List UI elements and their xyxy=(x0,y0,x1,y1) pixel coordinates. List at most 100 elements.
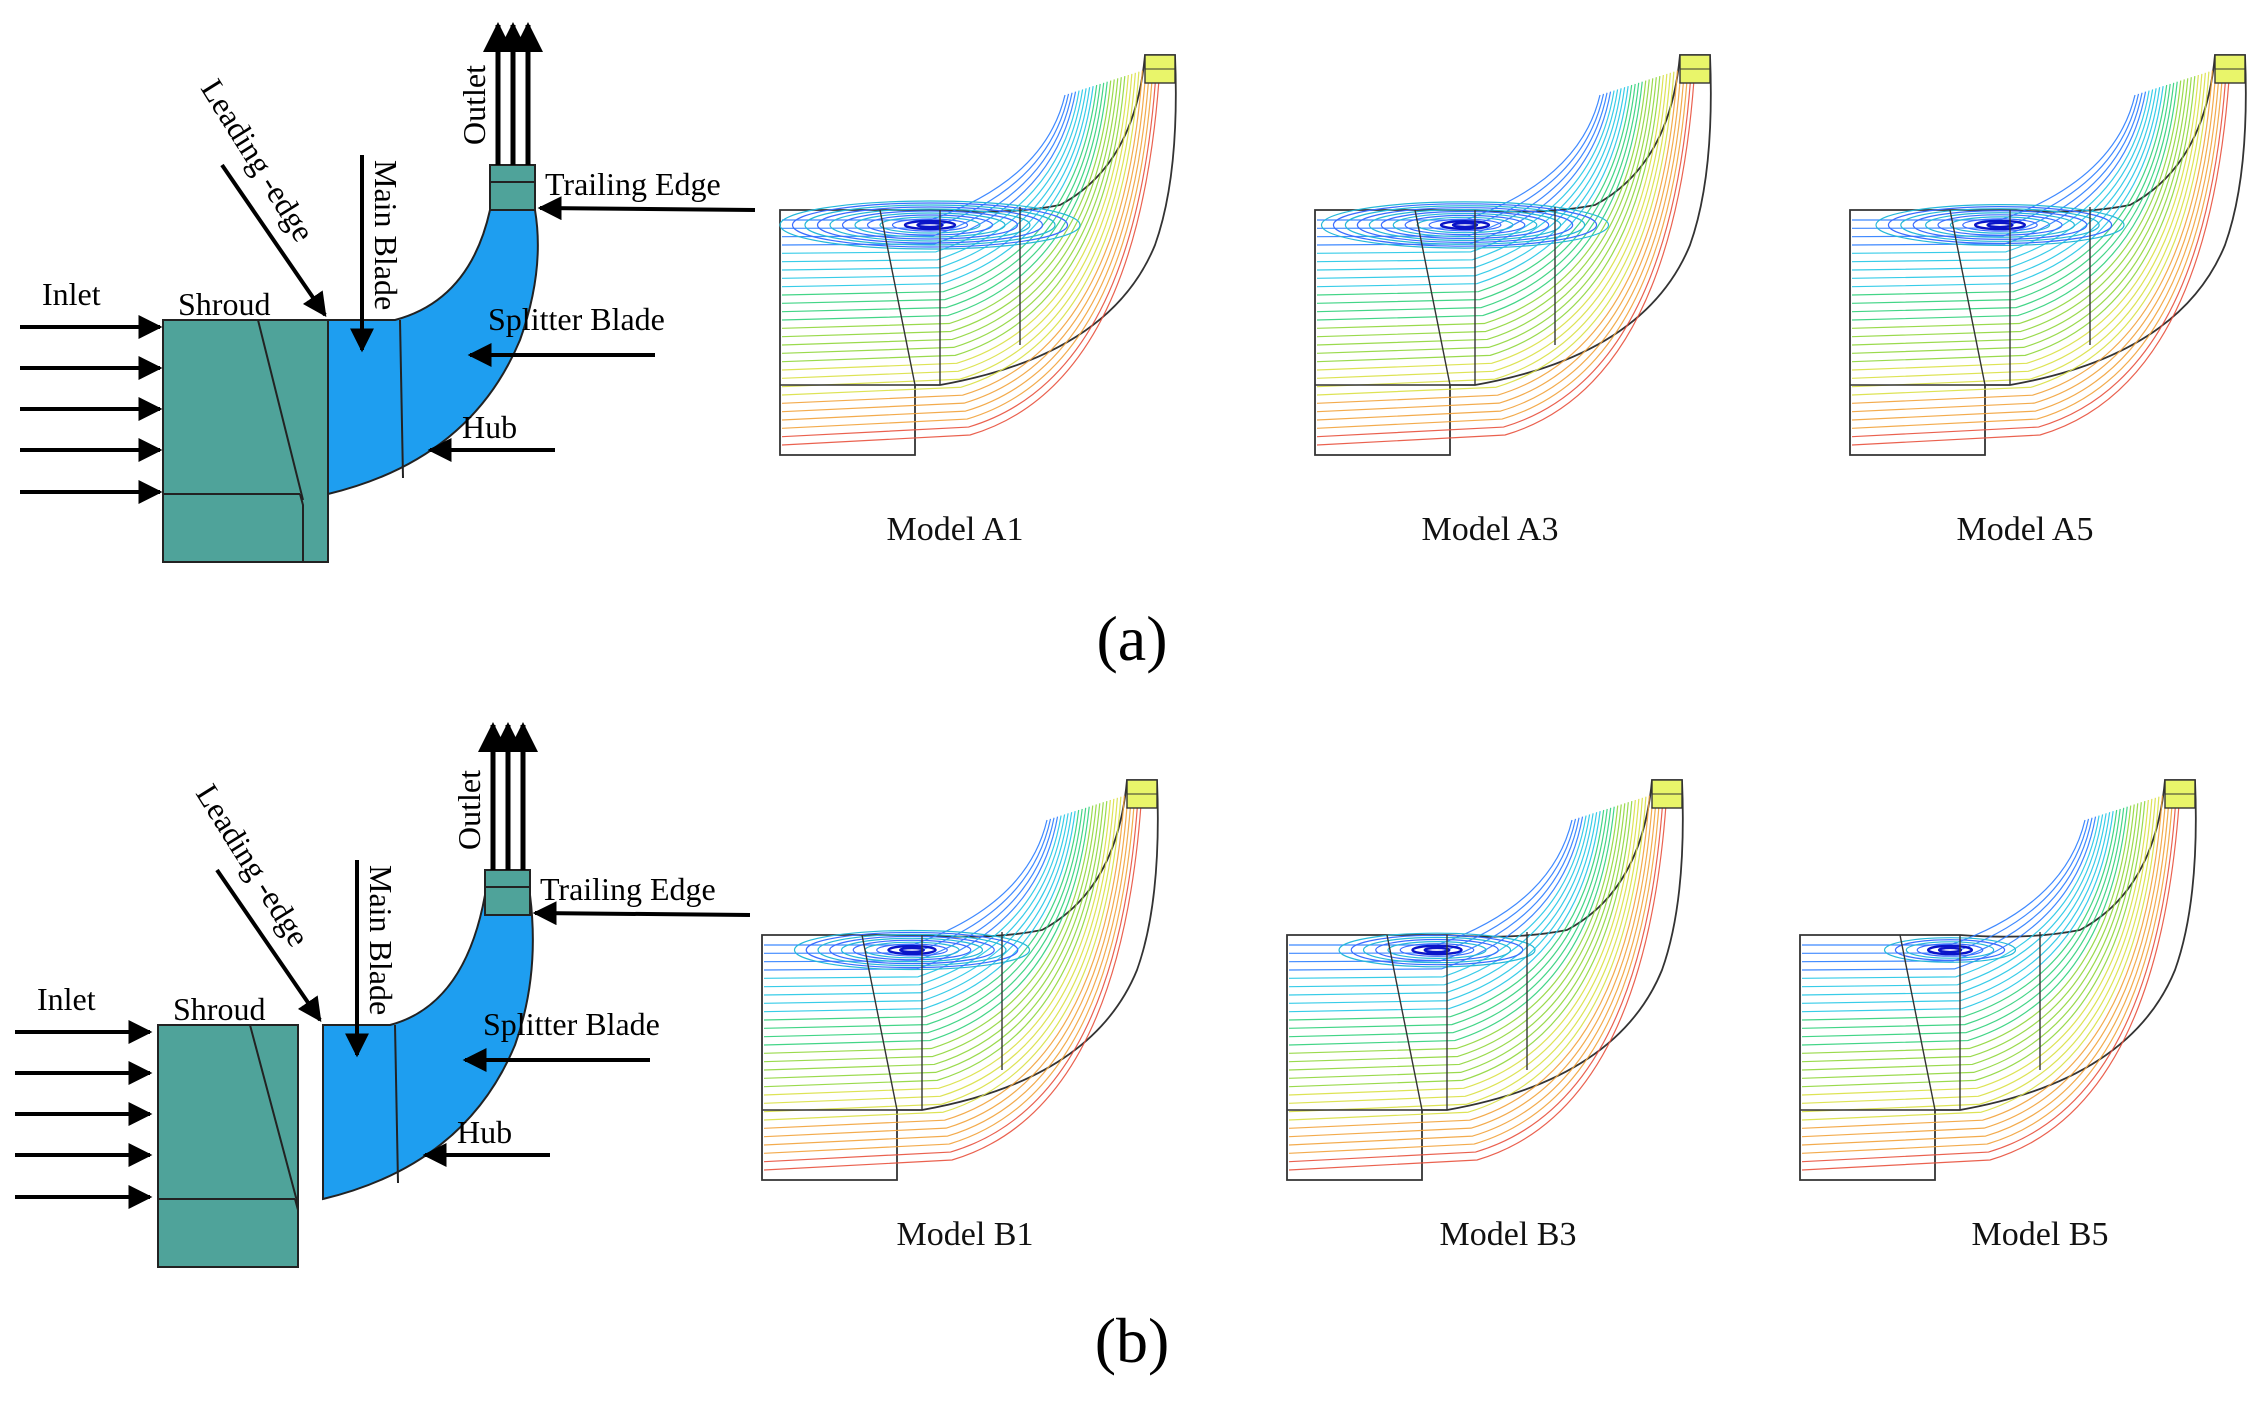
streamline xyxy=(763,797,1118,1113)
streamline xyxy=(1851,77,2192,354)
vortex-contour xyxy=(1320,201,1610,249)
streamline xyxy=(763,793,1133,1146)
outlet-label: Outlet xyxy=(456,65,492,145)
leading-edge-label: Leading -edge xyxy=(194,73,322,248)
trailing-edge-label: Trailing Edge xyxy=(545,166,721,202)
streamline xyxy=(763,805,1094,1054)
vortex-contour xyxy=(887,944,937,956)
vortex-contour xyxy=(1926,944,1974,956)
shroud-label: Shroud xyxy=(178,286,270,322)
streamline-plot xyxy=(1286,779,1684,1181)
blade-line xyxy=(1949,209,1986,386)
streamline xyxy=(1316,89,1619,263)
inlet-block xyxy=(162,319,329,563)
vortex-contour xyxy=(1937,214,2063,236)
streamline xyxy=(781,70,1144,404)
streamline xyxy=(1288,789,1668,1171)
streamline xyxy=(1851,87,2161,279)
streamline xyxy=(763,802,1104,1079)
leading-edge-label-b: Leading -edge xyxy=(189,778,317,953)
vortex-contour xyxy=(829,935,995,965)
streamline xyxy=(781,67,1154,429)
vortex-contour xyxy=(1404,214,1526,236)
streamline xyxy=(1852,94,2136,221)
streamline xyxy=(1288,802,1629,1079)
streamline xyxy=(1316,69,1682,413)
vortex-contour xyxy=(1399,943,1475,957)
streamline xyxy=(781,66,1158,438)
main-blade-label: Main Blade xyxy=(368,160,404,310)
streamline xyxy=(1801,798,2153,1104)
streamline xyxy=(1801,806,2128,1046)
model-caption: Model A3 xyxy=(1422,511,1559,548)
streamline xyxy=(763,807,1087,1038)
vortex-contour xyxy=(1428,218,1502,232)
vortex-contour xyxy=(791,202,1069,248)
vortex-contour xyxy=(1387,941,1487,960)
vortex-contour xyxy=(1986,221,2014,229)
model-caption: Model B3 xyxy=(1440,1216,1577,1253)
vortex-contour xyxy=(1375,938,1499,962)
streamline xyxy=(1288,794,1654,1138)
streamline xyxy=(1801,815,2100,979)
streamline xyxy=(1316,76,1661,363)
streamline xyxy=(1802,819,2086,946)
streamline xyxy=(1801,808,2121,1029)
streamline xyxy=(1288,807,1612,1038)
streamline xyxy=(1801,809,2118,1021)
streamline xyxy=(1316,77,1657,354)
streamline xyxy=(1801,796,2160,1121)
vortex-contour xyxy=(1356,207,1574,243)
inlet-label: Inlet xyxy=(42,276,101,312)
vortex-contour xyxy=(841,210,1019,240)
streamline xyxy=(781,86,1094,288)
streamline xyxy=(1851,91,2147,246)
flow-domain xyxy=(1849,54,2247,456)
vortex-contour xyxy=(1439,219,1491,231)
vortex-contour xyxy=(1344,205,1586,245)
vortex-contour xyxy=(903,219,957,231)
vortex-contour xyxy=(1368,209,1562,242)
vortex-contour xyxy=(891,218,969,232)
streamline xyxy=(1288,792,1661,1154)
streamline xyxy=(1801,803,2139,1071)
streamline-plot xyxy=(1849,54,2247,456)
streamline xyxy=(1288,801,1633,1088)
vortex-contour xyxy=(1973,219,2026,231)
vortex-contour xyxy=(1949,216,2051,234)
streamline xyxy=(781,76,1126,363)
streamline xyxy=(1316,80,1647,329)
streamline xyxy=(763,791,1140,1163)
streamline xyxy=(1851,66,2228,438)
vortex-contour xyxy=(854,212,1006,238)
streamline xyxy=(781,69,1147,413)
model-caption: Model A1 xyxy=(887,511,1024,548)
vortex-contour xyxy=(1423,946,1451,954)
streamline xyxy=(1801,805,2132,1054)
vortex-contour xyxy=(1875,204,2125,247)
streamline xyxy=(1801,804,2135,1063)
streamline xyxy=(1288,804,1622,1063)
streamline xyxy=(764,819,1048,946)
streamline xyxy=(763,804,1097,1063)
streamline xyxy=(781,87,1091,279)
streamline xyxy=(763,808,1083,1029)
vortex-contour xyxy=(1916,943,1984,957)
streamline xyxy=(1851,81,2178,321)
streamline xyxy=(763,806,1090,1046)
vortex-contour xyxy=(1392,212,1538,238)
blade-passage xyxy=(327,209,539,496)
streamline xyxy=(763,796,1122,1121)
shroud-label-b: Shroud xyxy=(173,991,265,1027)
streamline xyxy=(1851,72,2206,388)
vortex-contour xyxy=(1380,210,1550,240)
streamline xyxy=(1801,799,2149,1096)
streamline xyxy=(1851,83,2171,304)
streamline xyxy=(1801,791,2178,1163)
streamline xyxy=(1316,72,1671,388)
vortex-contour xyxy=(916,221,944,229)
streamline xyxy=(1288,797,1643,1113)
vortex-contour xyxy=(1900,208,2100,242)
vortex-contour xyxy=(804,204,1056,246)
streamline xyxy=(1316,71,1675,396)
